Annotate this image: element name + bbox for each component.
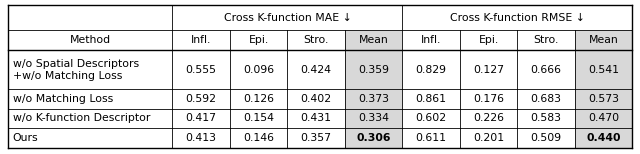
Text: 0.226: 0.226: [473, 113, 504, 124]
Text: w/o Spatial Descriptors
+w/o Matching Loss: w/o Spatial Descriptors +w/o Matching Lo…: [13, 59, 139, 81]
Text: 0.334: 0.334: [358, 113, 389, 124]
Text: 0.096: 0.096: [243, 65, 274, 75]
Text: 0.592: 0.592: [186, 94, 217, 104]
Text: 0.126: 0.126: [243, 94, 274, 104]
Text: Infl.: Infl.: [191, 35, 211, 45]
Text: Cross K-function RMSE ↓: Cross K-function RMSE ↓: [450, 12, 585, 22]
Text: 0.359: 0.359: [358, 65, 389, 75]
Text: 0.402: 0.402: [301, 94, 332, 104]
Text: 0.417: 0.417: [186, 113, 217, 124]
Text: 0.306: 0.306: [356, 133, 391, 143]
Text: Ours: Ours: [13, 133, 38, 143]
Text: 0.357: 0.357: [301, 133, 332, 143]
Text: 0.201: 0.201: [473, 133, 504, 143]
Text: 0.176: 0.176: [473, 94, 504, 104]
Text: 0.440: 0.440: [586, 133, 621, 143]
Text: 0.431: 0.431: [301, 113, 332, 124]
Text: w/o K-function Descriptor: w/o K-function Descriptor: [13, 113, 150, 124]
Text: 0.146: 0.146: [243, 133, 274, 143]
Text: 0.861: 0.861: [415, 94, 447, 104]
Text: 0.373: 0.373: [358, 94, 389, 104]
Text: 0.509: 0.509: [531, 133, 562, 143]
Text: Stro.: Stro.: [533, 35, 559, 45]
Text: Mean: Mean: [359, 35, 388, 45]
Text: 0.611: 0.611: [415, 133, 447, 143]
Text: 0.555: 0.555: [186, 65, 217, 75]
Text: 0.573: 0.573: [588, 94, 619, 104]
Text: 0.829: 0.829: [415, 65, 447, 75]
Bar: [345, 30, 403, 148]
Text: 0.541: 0.541: [588, 65, 619, 75]
Text: Stro.: Stro.: [303, 35, 329, 45]
Text: 0.424: 0.424: [301, 65, 332, 75]
Text: 0.583: 0.583: [531, 113, 561, 124]
Text: Cross K-function MAE ↓: Cross K-function MAE ↓: [223, 12, 351, 22]
Text: Epi.: Epi.: [248, 35, 269, 45]
Text: 0.470: 0.470: [588, 113, 619, 124]
Bar: [575, 30, 632, 148]
Text: Mean: Mean: [589, 35, 618, 45]
Text: 0.127: 0.127: [473, 65, 504, 75]
Text: 0.666: 0.666: [531, 65, 561, 75]
Text: 0.683: 0.683: [531, 94, 561, 104]
Text: Infl.: Infl.: [421, 35, 442, 45]
Text: w/o Matching Loss: w/o Matching Loss: [13, 94, 113, 104]
Text: 0.602: 0.602: [415, 113, 447, 124]
Text: 0.413: 0.413: [186, 133, 217, 143]
Text: 0.154: 0.154: [243, 113, 274, 124]
Text: Method: Method: [70, 35, 111, 45]
Text: Epi.: Epi.: [479, 35, 499, 45]
